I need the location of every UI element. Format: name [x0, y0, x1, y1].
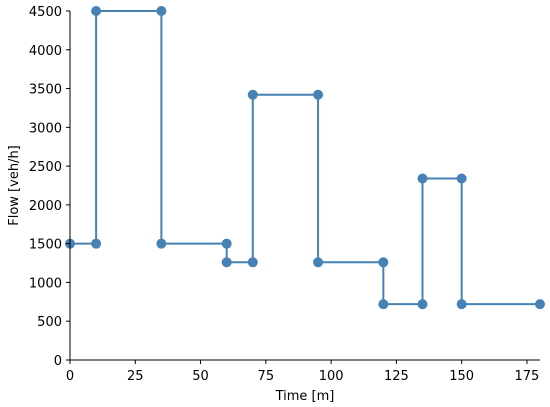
data-point: [91, 6, 102, 16]
y-tick-label: 4000: [29, 44, 62, 59]
data-point: [156, 6, 167, 16]
y-tick-label: 3000: [29, 121, 62, 136]
y-tick-label: 1000: [29, 276, 62, 291]
data-point: [417, 173, 428, 184]
data-point: [456, 173, 467, 184]
axes: [69, 11, 540, 361]
data-point: [221, 238, 232, 249]
x-tick-label: 125: [384, 369, 409, 384]
plot-area: [65, 6, 545, 310]
data-point: [313, 257, 324, 268]
data-point: [247, 257, 258, 268]
x-tick-label: 25: [127, 369, 144, 384]
x-tick-label: 150: [449, 369, 474, 384]
data-point: [378, 299, 389, 310]
data-point: [247, 89, 258, 100]
y-axis-title: Flow [veh/h]: [7, 145, 22, 226]
y-tick-label: 1500: [29, 238, 62, 253]
x-tick-label: 100: [319, 369, 344, 384]
data-point: [417, 299, 428, 310]
data-point: [378, 257, 389, 268]
series-line: [70, 10, 540, 306]
y-tick-label: 0: [54, 354, 62, 369]
x-tick-label: 50: [192, 369, 209, 384]
data-point: [221, 257, 232, 268]
x-axis-title: Time [m]: [275, 389, 335, 404]
data-point: [535, 299, 545, 310]
data-point: [156, 238, 167, 249]
x-tick-label: 0: [66, 369, 74, 384]
x-tick-label: 75: [258, 369, 275, 384]
x-tick-label: 175: [515, 369, 540, 384]
y-tick-label: 3500: [29, 83, 62, 98]
tick-marks: [66, 10, 528, 364]
data-point: [313, 89, 324, 100]
y-tick-label: 4500: [29, 5, 62, 20]
data-point: [456, 299, 467, 310]
y-tick-label: 2000: [29, 199, 62, 214]
data-point: [91, 238, 102, 249]
y-tick-label: 2500: [29, 160, 62, 175]
y-tick-label: 500: [37, 315, 62, 330]
